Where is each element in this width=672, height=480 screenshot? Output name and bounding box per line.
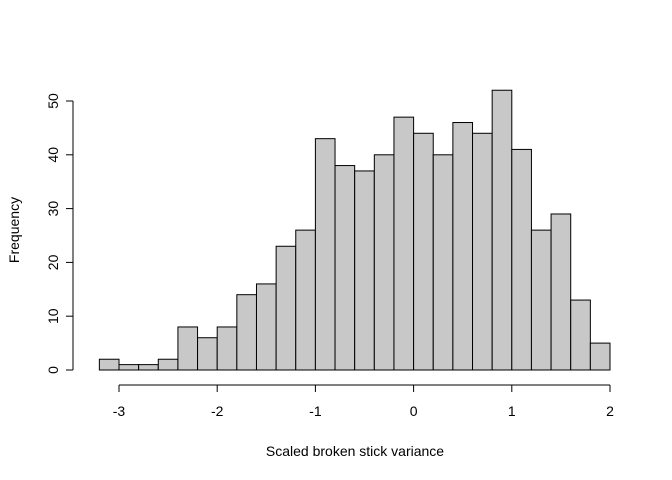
histogram-bar (295, 229, 316, 371)
y-tick-label: 0 (45, 366, 61, 374)
histogram-bar (197, 337, 218, 371)
histogram-bar (354, 170, 375, 371)
histogram-bar (157, 358, 179, 371)
histogram-bar (550, 213, 572, 371)
histogram-bar (177, 326, 199, 371)
y-tick-label: 10 (45, 308, 61, 324)
x-tick-label: 2 (606, 403, 614, 419)
histogram-bar (236, 294, 257, 371)
y-axis: 0 10 20 30 40 50 (45, 93, 74, 374)
histogram-bar (314, 138, 336, 371)
histogram-bar (589, 342, 611, 371)
y-axis-title: Frequency (6, 197, 22, 263)
bars-group (98, 89, 611, 371)
histogram-bar (432, 154, 454, 371)
y-tick-label: 50 (45, 93, 61, 109)
y-tick-label: 30 (45, 201, 61, 217)
histogram-bar (255, 283, 277, 371)
histogram-bar (334, 165, 356, 371)
x-tick-label: -1 (309, 403, 322, 419)
y-tick-label: 20 (45, 254, 61, 270)
histogram-bar (491, 89, 513, 371)
histogram-bar (216, 326, 238, 371)
y-tick-label: 40 (45, 147, 61, 163)
histogram-bar (373, 154, 395, 371)
histogram-bar (472, 132, 493, 371)
x-axis: -3 -2 -1 0 1 2 (113, 384, 614, 419)
histogram-bar (511, 148, 532, 371)
x-axis-title: Scaled broken stick variance (266, 443, 444, 459)
histogram-bar (275, 245, 297, 371)
histogram-bar (570, 299, 591, 371)
histogram-bar (413, 132, 434, 371)
x-tick-label: 1 (508, 403, 516, 419)
histogram-bar (98, 358, 120, 371)
histogram-bar (452, 122, 474, 371)
histogram-bar (393, 116, 415, 371)
x-tick-label: -3 (113, 403, 126, 419)
histogram-bar (138, 364, 159, 371)
histogram-bar (530, 229, 552, 371)
x-tick-label: 0 (410, 403, 418, 419)
histogram-bar (118, 364, 140, 371)
x-tick-label: -2 (211, 403, 224, 419)
